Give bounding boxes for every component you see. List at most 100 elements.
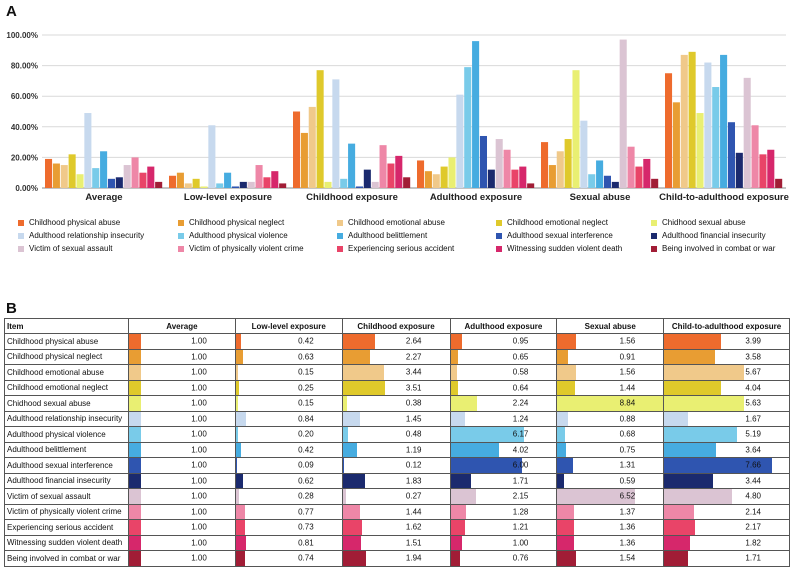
ratio-value: 0.77 [298,507,314,517]
ratio-value: 2.24 [512,398,529,408]
bar [139,172,147,188]
table-row: Childhood emotional abuse 1.00 0.15 3.44 0.5… [4,364,790,381]
x-category-label: Sexual abuse [570,192,631,203]
bar [224,172,232,188]
ratio-bar [664,489,732,504]
ratio-bar [342,411,361,426]
row-item-label: Adulthood physical violence [4,426,129,443]
ratio-value: 4.04 [745,383,761,393]
ratio-cell: 1.51 [341,534,451,551]
bar [231,186,239,188]
ratio-bar [557,535,574,550]
ratio-value: 2.27 [405,352,422,362]
ratio-bar [557,396,664,411]
legend-label: Experiencing serious accident [348,244,455,253]
ratio-cell: 4.80 [663,488,790,505]
ratio-bar [235,473,244,488]
ratio-value: 0.58 [512,367,529,377]
ratio-bar [342,349,371,364]
ratio-value: 1.00 [191,476,207,486]
panel-b-label: B [6,300,17,317]
ratio-bar [342,427,349,442]
ratio-bar [450,551,460,566]
bar [316,70,324,188]
ratio-value: 1.00 [191,507,207,517]
ratio-cell: 1.31 [556,457,665,474]
legend-entry: Adulthood physical violence [178,231,288,240]
y-tick-label: 40.00% [11,123,38,132]
ratio-value: 0.73 [298,522,314,532]
ratio-bar [235,334,241,349]
ratio-value: 1.71 [745,553,761,563]
ratio-bar [128,380,141,395]
ratio-value: 1.44 [619,383,636,393]
bar [464,67,472,188]
ratio-value: 1.00 [512,538,529,548]
bar [432,174,440,188]
ratio-bar [235,365,238,380]
legend-entry: Childhood emotional neglect [496,218,608,227]
ratio-cell: 3.99 [663,333,790,350]
bar [403,177,411,188]
ratio-value: 1.56 [619,336,636,346]
row-item-label: Adulthood relationship insecurity [4,410,129,427]
bar [588,174,596,188]
ratio-bar [342,458,345,473]
ratio-bar [664,349,715,364]
bar [548,165,556,188]
ratio-bar [235,349,244,364]
ratio-value: 0.38 [405,398,422,408]
ratio-bar [557,365,577,380]
bar [665,73,673,188]
ratio-cell: 1.82 [663,534,790,551]
legend-swatch [651,245,657,252]
y-tick-label: 20.00% [11,153,38,162]
ratio-value: 0.27 [405,491,422,501]
ratio-value: 5.67 [745,367,761,377]
ratio-value: 5.63 [745,398,761,408]
table-row: Victim of sexual assault 1.00 0.28 0.27 2.15… [4,488,790,505]
ratio-cell: 5.63 [663,395,790,412]
ratio-value: 2.14 [745,507,761,517]
ratio-cell: 1.62 [341,519,451,536]
ratio-cell: 0.15 [234,395,343,412]
ratio-value: 1.00 [191,460,207,470]
legend-entry: Victim of sexual assault [18,244,112,253]
ratio-value: 8.84 [619,398,636,408]
ratio-cell: 0.09 [234,457,343,474]
ratio-bar [128,504,141,519]
bar [572,70,580,188]
bar [76,174,84,188]
ratio-cell: 0.25 [234,379,343,396]
ratio-bar [664,411,688,426]
ratio-cell: 1.44 [556,379,665,396]
ratio-cell: 0.91 [556,348,665,365]
ratio-cell: 1.00 [127,457,236,474]
bar [184,183,192,188]
bar [192,178,200,188]
bar [743,77,751,188]
legend-swatch [18,219,24,226]
y-tick-label: 0.00% [15,184,38,193]
ratio-cell: 1.56 [556,333,665,350]
ratio-value: 1.28 [512,507,529,517]
legend-label: Witnessing sudden violent death [507,244,623,253]
ratio-cell: 7.66 [663,457,790,474]
ratio-value: 1.00 [191,445,207,455]
ratio-value: 1.45 [405,414,422,424]
ratio-bar [450,334,462,349]
bar [84,113,92,188]
ratio-bar [664,334,721,349]
ratio-bar [450,365,458,380]
ratio-value: 1.00 [191,491,207,501]
bar [424,171,432,188]
bar [472,41,480,189]
table-row: Experiencing serious accident 1.00 0.73 1.6… [4,519,790,536]
ratio-cell: 1.67 [663,410,790,427]
ratio-value: 2.17 [745,522,761,532]
bar [300,132,308,188]
ratio-value: 0.20 [298,429,314,439]
ratio-cell: 0.15 [234,364,343,381]
ratio-value: 1.83 [405,476,422,486]
ratio-bar [557,504,574,519]
